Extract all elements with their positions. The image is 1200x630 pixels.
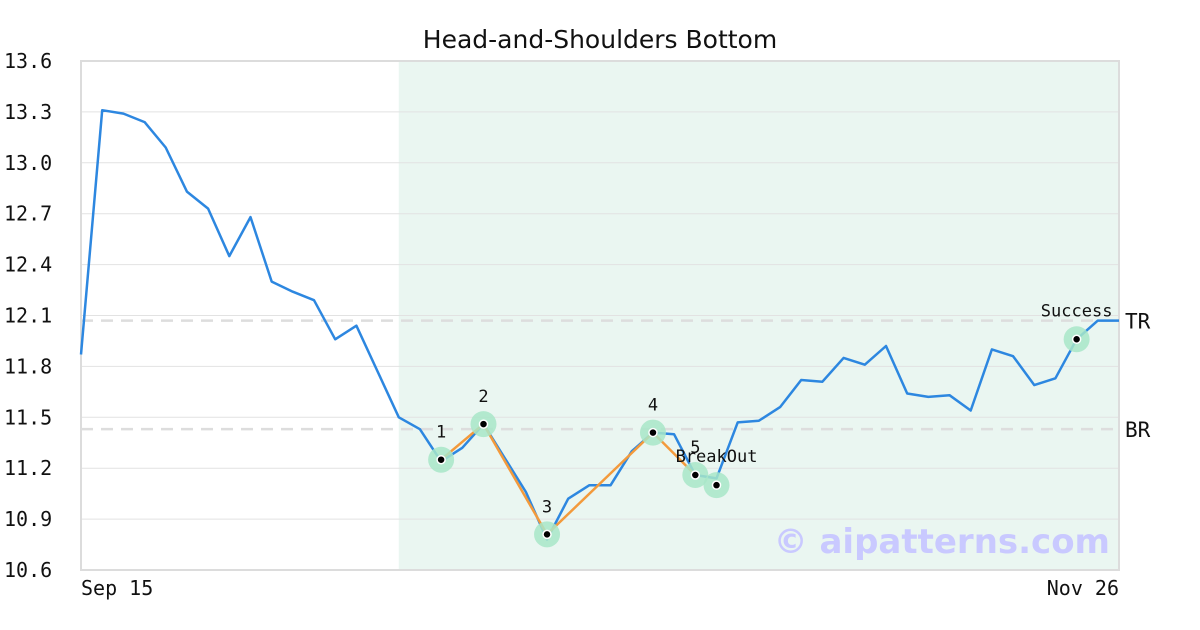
pattern-point-label: 4 — [648, 396, 658, 416]
pattern-point-1-dot — [436, 454, 446, 465]
level-label-tr: TR — [1125, 310, 1151, 334]
y-tick-label: 13.6 — [4, 49, 52, 73]
pattern-point-label: 1 — [436, 423, 446, 443]
pattern-point-label: 3 — [542, 497, 552, 517]
pattern-point-5-dot — [690, 470, 701, 480]
pattern-point-label: 5 — [690, 438, 700, 458]
event-success-dot — [1071, 334, 1082, 345]
y-tick-label: 13.3 — [4, 100, 52, 124]
y-tick-label: 10.9 — [4, 507, 52, 531]
y-tick-label: 12.7 — [4, 202, 52, 226]
event-breakout-dot — [711, 480, 722, 490]
y-tick-label: 11.8 — [4, 354, 52, 378]
y-tick-label: 12.4 — [4, 253, 52, 277]
y-tick-label: 11.5 — [4, 405, 52, 429]
pattern-point-3-dot — [542, 529, 552, 540]
watermark: © aipatterns.com — [774, 522, 1110, 562]
chart-title: Head-and-Shoulders Bottom — [423, 25, 777, 54]
level-label-br: BR — [1125, 418, 1151, 442]
y-tick-label: 11.2 — [4, 456, 52, 480]
plot-frame — [80, 60, 1120, 571]
pattern-point-4-dot — [648, 427, 658, 438]
event-label-success: Success — [1041, 301, 1113, 321]
event-label-breakout: BreakOut — [676, 447, 758, 467]
pattern-point-label: 2 — [478, 387, 488, 407]
plot-area: 13.6 13.3 13.0 12.7 12.4 12.1 11.8 11.5 11.2 10.9… — [4, 49, 1151, 600]
pattern-point-2-dot — [478, 419, 489, 429]
x-tick-label: Nov 26 — [1047, 576, 1119, 600]
y-tick-label: 12.1 — [4, 304, 52, 328]
y-tick-label: 10.6 — [4, 558, 52, 582]
y-tick-label: 13.0 — [4, 151, 52, 175]
x-tick-label: Sep 15 — [81, 576, 153, 600]
